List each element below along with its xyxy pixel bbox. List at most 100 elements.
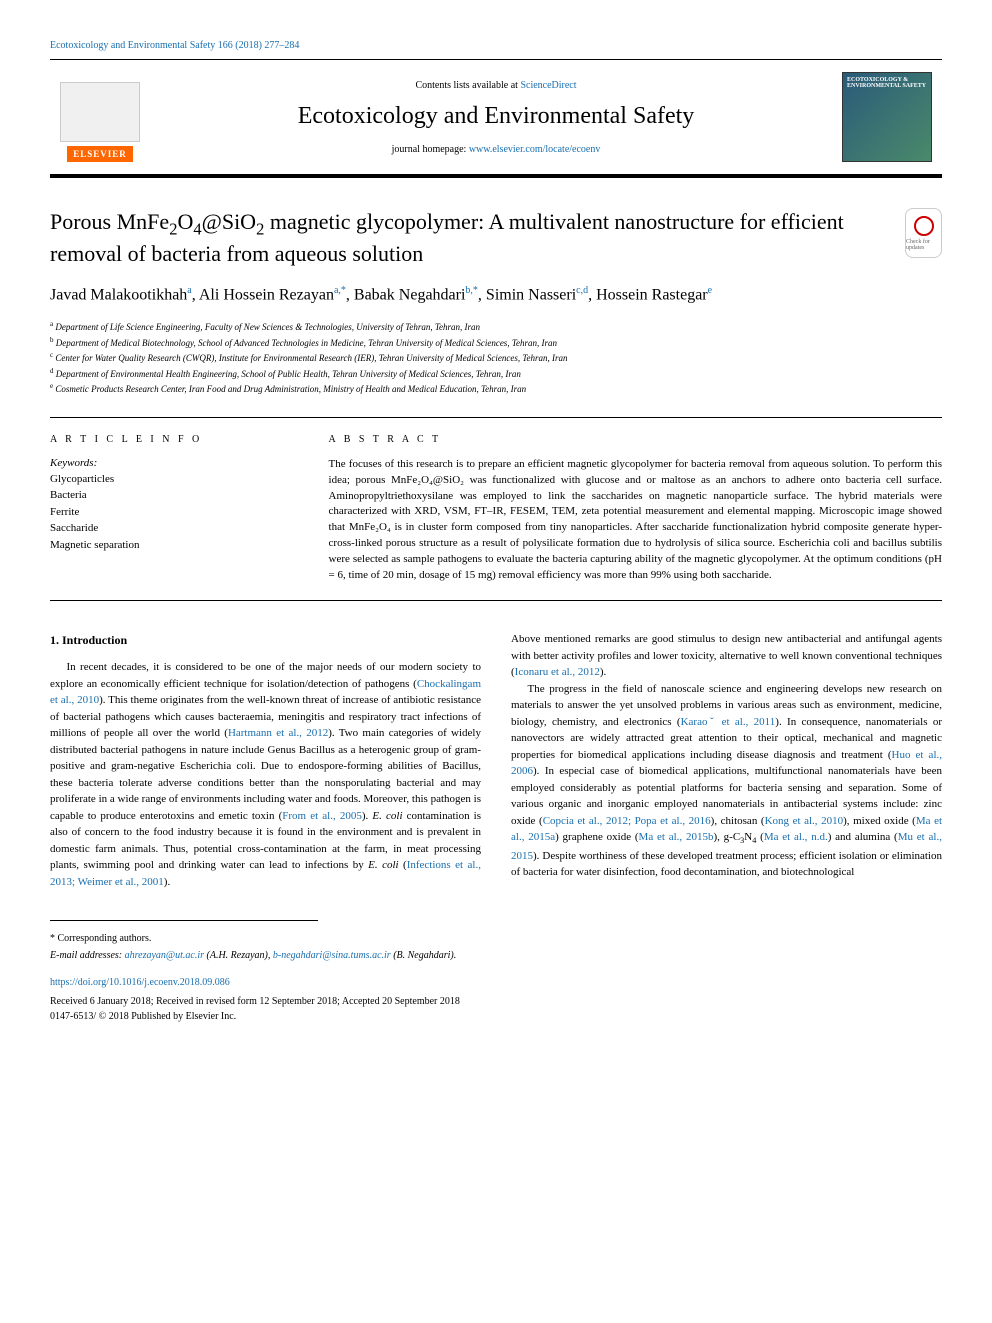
body-text: ) and alumina (	[828, 831, 898, 843]
doi-link[interactable]: https://doi.org/10.1016/j.ecoenv.2018.09…	[50, 975, 942, 990]
author-affil-sup: c,d	[576, 285, 588, 296]
homepage-line: journal homepage: www.elsevier.com/locat…	[150, 144, 842, 155]
affil-sup: e	[50, 382, 53, 390]
citation-link[interactable]: Ma et al., n.d.	[764, 831, 828, 843]
abstract-text: The focuses of this research is to prepa…	[329, 457, 942, 585]
email-name: (A.H. Rezayan),	[204, 950, 273, 961]
title-text: @SiO	[202, 209, 257, 234]
author-list: Javad Malakootikhaha, Ali Hossein Rezaya…	[50, 284, 942, 307]
body-text: ), mixed oxide (	[843, 815, 916, 827]
body-text: ).	[362, 810, 373, 822]
title-text: O	[177, 209, 193, 234]
contents-available-text: Contents lists available at	[415, 80, 520, 91]
affiliation-item: c Center for Water Quality Research (CWQ…	[50, 350, 942, 366]
citation-header: Ecotoxicology and Environmental Safety 1…	[50, 40, 942, 51]
keyword-list: Glycoparticles Bacteria Ferrite Sacchari…	[50, 471, 289, 554]
article-info-label: A R T I C L E I N F O	[50, 434, 289, 445]
journal-cover-block: ECOTOXICOLOGY & ENVIRONMENTAL SAFETY	[842, 72, 942, 162]
body-text: ). Despite worthiness of these developed…	[511, 850, 942, 879]
copyright-line: 0147-6513/ © 2018 Published by Elsevier …	[50, 1009, 942, 1024]
author-name: Ali Hossein Rezayan	[199, 287, 334, 304]
article-meta-block: A R T I C L E I N F O Keywords: Glycopar…	[50, 417, 942, 602]
affiliation-item: a Department of Life Science Engineering…	[50, 319, 942, 335]
affil-text: Department of Medical Biotechnology, Sch…	[56, 338, 557, 348]
elsevier-tree-icon	[60, 82, 140, 142]
citation-link[interactable]: Hartmann et al., 2012	[228, 727, 328, 739]
footer-block: * Corresponding authors. E-mail addresse…	[50, 931, 942, 1024]
affil-text: Center for Water Quality Research (CWQR)…	[55, 353, 567, 363]
affiliation-item: e Cosmetic Products Research Center, Ira…	[50, 381, 942, 397]
affiliation-item: d Department of Environmental Health Eng…	[50, 366, 942, 382]
body-text: (	[399, 859, 407, 871]
citation-link[interactable]: Ma et al., 2015b	[639, 831, 714, 843]
corresponding-note: * Corresponding authors.	[50, 931, 942, 946]
author-affil-sup: a,*	[334, 285, 346, 296]
species-italic: E. coli	[368, 859, 398, 871]
author-name: Hossein Rastegar	[596, 287, 708, 304]
citation-link[interactable]: From et al., 2005	[282, 810, 362, 822]
body-text: ).	[600, 666, 606, 678]
cover-label: ECOTOXICOLOGY & ENVIRONMENTAL SAFETY	[843, 73, 931, 93]
body-text: ).	[164, 876, 170, 888]
affil-sup: d	[50, 367, 54, 375]
species-italic: E. coli	[372, 810, 402, 822]
author-affil-sup: e	[708, 285, 712, 296]
body-paragraph: The progress in the field of nanoscale s…	[511, 681, 942, 881]
homepage-label: journal homepage:	[392, 144, 469, 155]
citation-link[interactable]: Copcia et al., 2012; Popa et al., 2016	[543, 815, 711, 827]
author-name: Simin Nasseri	[486, 287, 576, 304]
author-name: Babak Negahdari	[354, 287, 466, 304]
email-line: E-mail addresses: ahrezayan@ut.ac.ir (A.…	[50, 948, 942, 963]
body-text: ), chitosan (	[711, 815, 765, 827]
keyword-item: Bacteria	[50, 487, 289, 504]
author-affil-sup: b,*	[465, 285, 478, 296]
email-name: (B. Negahdari).	[391, 950, 457, 961]
article-title: Porous MnFe2O4@SiO2 magnetic glycopolyme…	[50, 208, 905, 268]
keyword-item: Glycoparticles	[50, 471, 289, 488]
keyword-item: Saccharide	[50, 520, 289, 537]
author-affil-sup: a	[187, 285, 191, 296]
title-sub: 4	[193, 219, 201, 238]
affiliation-list: a Department of Life Science Engineering…	[50, 319, 942, 397]
affil-sup: b	[50, 336, 54, 344]
keyword-item: Ferrite	[50, 504, 289, 521]
title-text: Porous MnFe	[50, 209, 169, 234]
body-text: ), g-C	[713, 831, 740, 843]
body-column-right: Above mentioned remarks are good stimulu…	[511, 631, 942, 890]
sciencedirect-link[interactable]: ScienceDirect	[520, 80, 576, 91]
received-line: Received 6 January 2018; Received in rev…	[50, 994, 942, 1009]
affil-sup: c	[50, 351, 53, 359]
affil-text: Department of Life Science Engineering, …	[55, 322, 480, 332]
check-updates-badge[interactable]: Check for updates	[905, 208, 942, 258]
affil-sup: a	[50, 320, 53, 328]
check-updates-label: Check for updates	[906, 239, 941, 251]
body-text: ). Two main categories of widely distrib…	[50, 727, 481, 822]
citation-link[interactable]: Iconaru et al., 2012	[515, 666, 600, 678]
check-updates-icon	[914, 216, 934, 236]
email-label: E-mail addresses:	[50, 950, 125, 961]
abstract-label: A B S T R A C T	[329, 434, 942, 445]
journal-cover-thumbnail: ECOTOXICOLOGY & ENVIRONMENTAL SAFETY	[842, 72, 932, 162]
body-column-left: 1. Introduction In recent decades, it is…	[50, 631, 481, 890]
journal-banner: ELSEVIER Contents lists available at Sci…	[50, 59, 942, 178]
elsevier-label: ELSEVIER	[67, 146, 133, 162]
body-paragraph: In recent decades, it is considered to b…	[50, 659, 481, 890]
publisher-logo-block: ELSEVIER	[50, 72, 150, 162]
body-paragraph: Above mentioned remarks are good stimulu…	[511, 631, 942, 681]
affil-text: Cosmetic Products Research Center, Iran …	[55, 384, 526, 394]
journal-title: Ecotoxicology and Environmental Safety	[150, 103, 842, 130]
keywords-label: Keywords:	[50, 457, 289, 469]
homepage-link[interactable]: www.elsevier.com/locate/ecoenv	[469, 144, 601, 155]
contents-line: Contents lists available at ScienceDirec…	[150, 80, 842, 91]
footer-separator	[50, 920, 318, 921]
introduction-heading: 1. Introduction	[50, 631, 481, 649]
body-text: (	[756, 831, 763, 843]
body-text: ) graphene oxide (	[555, 831, 638, 843]
email-link[interactable]: b-negahdari@sina.tums.ac.ir	[273, 950, 391, 961]
affiliation-item: b Department of Medical Biotechnology, S…	[50, 335, 942, 351]
citation-link[interactable]: Kong et al., 2010	[765, 815, 844, 827]
affil-text: Department of Environmental Health Engin…	[56, 369, 521, 379]
citation-link[interactable]: Karaoˇ et al., 2011	[681, 716, 776, 728]
body-columns: 1. Introduction In recent decades, it is…	[50, 631, 942, 890]
email-link[interactable]: ahrezayan@ut.ac.ir	[125, 950, 204, 961]
